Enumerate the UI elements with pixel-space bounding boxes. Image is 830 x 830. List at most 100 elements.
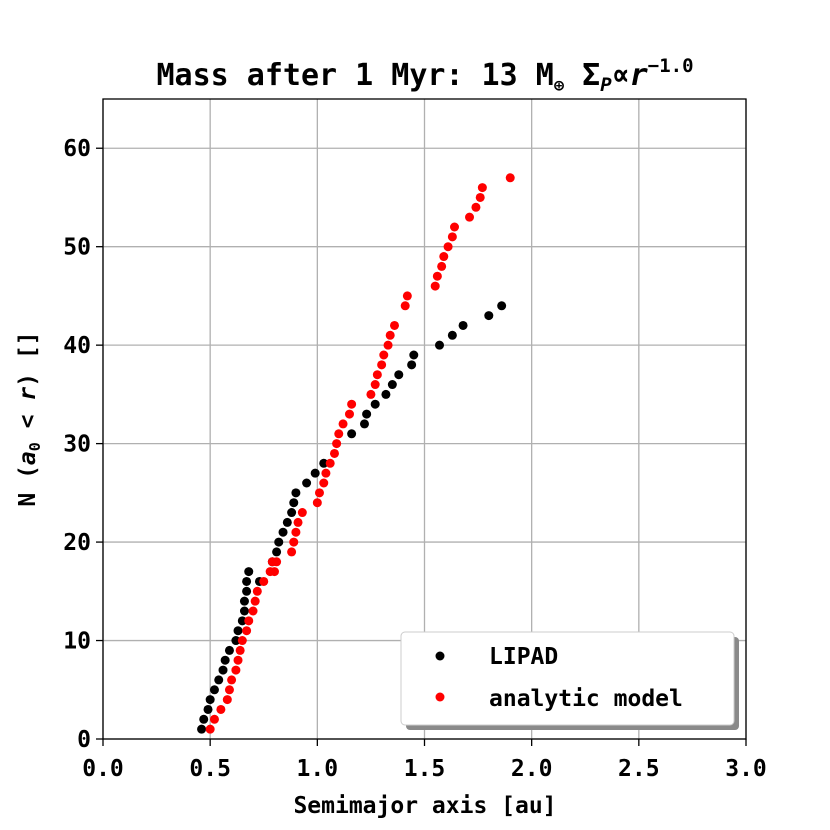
title-exponent: −1.0 [648, 55, 694, 77]
title-propto: ∝ [612, 58, 630, 93]
data-point [381, 389, 391, 399]
series-analytic-model [205, 173, 515, 734]
data-point [233, 626, 243, 636]
title-sigma: Σ [582, 58, 600, 93]
y-axis-label: N (a0 < r) [] [15, 331, 44, 506]
data-point [227, 675, 237, 685]
data-point [237, 616, 247, 626]
ylabel-prefix: N ( [15, 465, 41, 507]
data-point [216, 704, 226, 714]
data-point [430, 281, 440, 291]
data-point [248, 606, 258, 616]
data-point [282, 517, 292, 527]
data-point [297, 508, 307, 518]
data-point [287, 508, 297, 518]
x-tick-label: 1.5 [404, 756, 446, 782]
data-point [332, 439, 342, 449]
data-point [231, 665, 241, 675]
data-point [505, 173, 515, 183]
y-tick-label: 60 [63, 136, 91, 162]
data-point [432, 271, 442, 281]
x-tick-label: 0.5 [189, 756, 231, 782]
ylabel-r: r [15, 387, 41, 401]
x-tick-label: 1.0 [297, 756, 339, 782]
y-tick-label: 30 [63, 432, 91, 458]
legend-box [400, 631, 735, 726]
data-point [244, 616, 254, 626]
data-point [497, 301, 507, 311]
data-point [394, 370, 404, 380]
data-point [447, 232, 457, 242]
data-point [319, 458, 329, 468]
data-point [302, 478, 312, 488]
ticks: 0.0 0.5 1.0 1.5 2.0 2.5 3.0 0 10 20 30 40 50 60 [63, 136, 766, 782]
legend-marker-lipad [435, 651, 445, 661]
data-point [347, 429, 357, 439]
data-point [366, 389, 376, 399]
y-tick-label: 50 [63, 235, 91, 261]
data-point [372, 370, 382, 380]
data-point [209, 685, 219, 695]
data-point [385, 330, 395, 340]
data-point [475, 192, 485, 202]
data-point [293, 517, 303, 527]
data-point [272, 547, 282, 557]
data-point [435, 340, 445, 350]
data-point [387, 380, 397, 390]
data-point [205, 695, 215, 705]
data-point [465, 212, 475, 222]
data-point [312, 498, 322, 508]
data-point [242, 576, 252, 586]
data-point [287, 547, 297, 557]
data-point [437, 261, 447, 271]
data-point [443, 242, 453, 252]
x-tick-label: 2.5 [618, 756, 660, 782]
data-point [409, 350, 419, 360]
data-point [314, 488, 324, 498]
data-point [289, 537, 299, 547]
ylabel-sub0: 0 [26, 442, 44, 451]
x-tick-label: 3.0 [725, 756, 767, 782]
x-axis-label: Semimajor axis [au] [293, 793, 556, 819]
data-point [402, 291, 412, 301]
data-point [458, 320, 468, 330]
data-point [274, 537, 284, 547]
data-point [278, 527, 288, 537]
data-point [310, 468, 320, 478]
data-point [235, 645, 245, 655]
data-point [325, 458, 335, 468]
series-lipad [197, 301, 507, 734]
data-point [237, 636, 247, 646]
data-point [370, 399, 380, 409]
data-point [224, 685, 234, 695]
legend-label-lipad: LIPAD [489, 644, 558, 670]
data-point [334, 429, 344, 439]
data-point [269, 567, 279, 577]
x-tick-label: 0.0 [82, 756, 124, 782]
ylabel-lt: < [15, 401, 41, 443]
data-point [447, 330, 457, 340]
data-point [239, 596, 249, 606]
y-tick-label: 10 [63, 629, 91, 655]
legend-marker-analytic-model [435, 692, 445, 702]
data-point [209, 714, 219, 724]
data-point [362, 409, 372, 419]
data-point [291, 527, 301, 537]
data-point [338, 419, 348, 429]
data-point [321, 468, 331, 478]
data-point [199, 714, 209, 724]
data-point [231, 636, 241, 646]
ylabel-a: a [15, 451, 41, 465]
data-point [389, 320, 399, 330]
title-sigma-sub: P [600, 74, 612, 96]
data-point [383, 340, 393, 350]
data-point [239, 606, 249, 616]
title-earth-symbol: ⊕ [554, 76, 565, 96]
legend-label-analytic-model: analytic model [489, 686, 683, 712]
data-point [377, 360, 387, 370]
data-point [218, 665, 228, 675]
data-point [477, 183, 487, 193]
y-tick-label: 20 [63, 530, 91, 556]
data-point [450, 222, 460, 232]
